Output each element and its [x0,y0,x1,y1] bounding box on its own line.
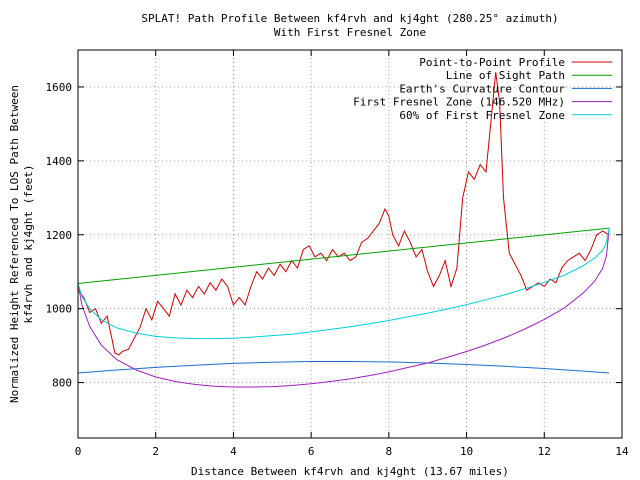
legend-label-4: First Fresnel Zone (146.520 MHz) [353,96,565,109]
x-tick-label: 12 [538,445,551,458]
y-tick-label: 1200 [46,229,73,242]
series-line-4 [77,228,610,388]
axis-ticks: 0 2 4 6 8 10 12 14 800 1000 1200 1400 1600 [46,50,629,458]
x-tick-label: 2 [152,445,159,458]
series-line-3 [77,361,610,374]
series-layer [77,72,610,388]
x-tick-label: 8 [386,445,393,458]
x-tick-label: 6 [308,445,315,458]
series-line-2 [77,227,610,284]
legend-label-3: Earth's Curvature Contour [399,82,565,95]
series-line-5 [77,228,610,340]
y-tick-label: 1000 [46,303,73,316]
x-axis-label: Distance Between kf4rvh and kj4ght (13.6… [191,465,509,478]
x-tick-label: 10 [460,445,473,458]
y-tick-label: 800 [52,377,72,390]
legend-label-2: Line of Sight Path [446,69,565,82]
chart-title: SPLAT! Path Profile Between kf4rvh and k… [141,12,558,25]
x-tick-label: 14 [615,445,629,458]
y-tick-label: 1400 [46,155,73,168]
x-tick-label: 0 [75,445,82,458]
legend-label-5: 60% of First Fresnel Zone [399,109,565,122]
grid-lines [78,50,622,438]
y-axis-label-line1: Normalized Height Referenced To LOS Path… [8,85,21,403]
legend-label-1: Point-to-Point Profile [419,56,565,69]
y-tick-label: 1600 [46,81,73,94]
plot-frame [77,49,623,439]
x-tick-label: 4 [230,445,237,458]
chart-subtitle: With First Fresnel Zone [274,26,426,39]
series-line-1 [77,72,610,356]
y-axis-label-line2: kf4rvh and kj4ght (feet) [22,165,35,324]
